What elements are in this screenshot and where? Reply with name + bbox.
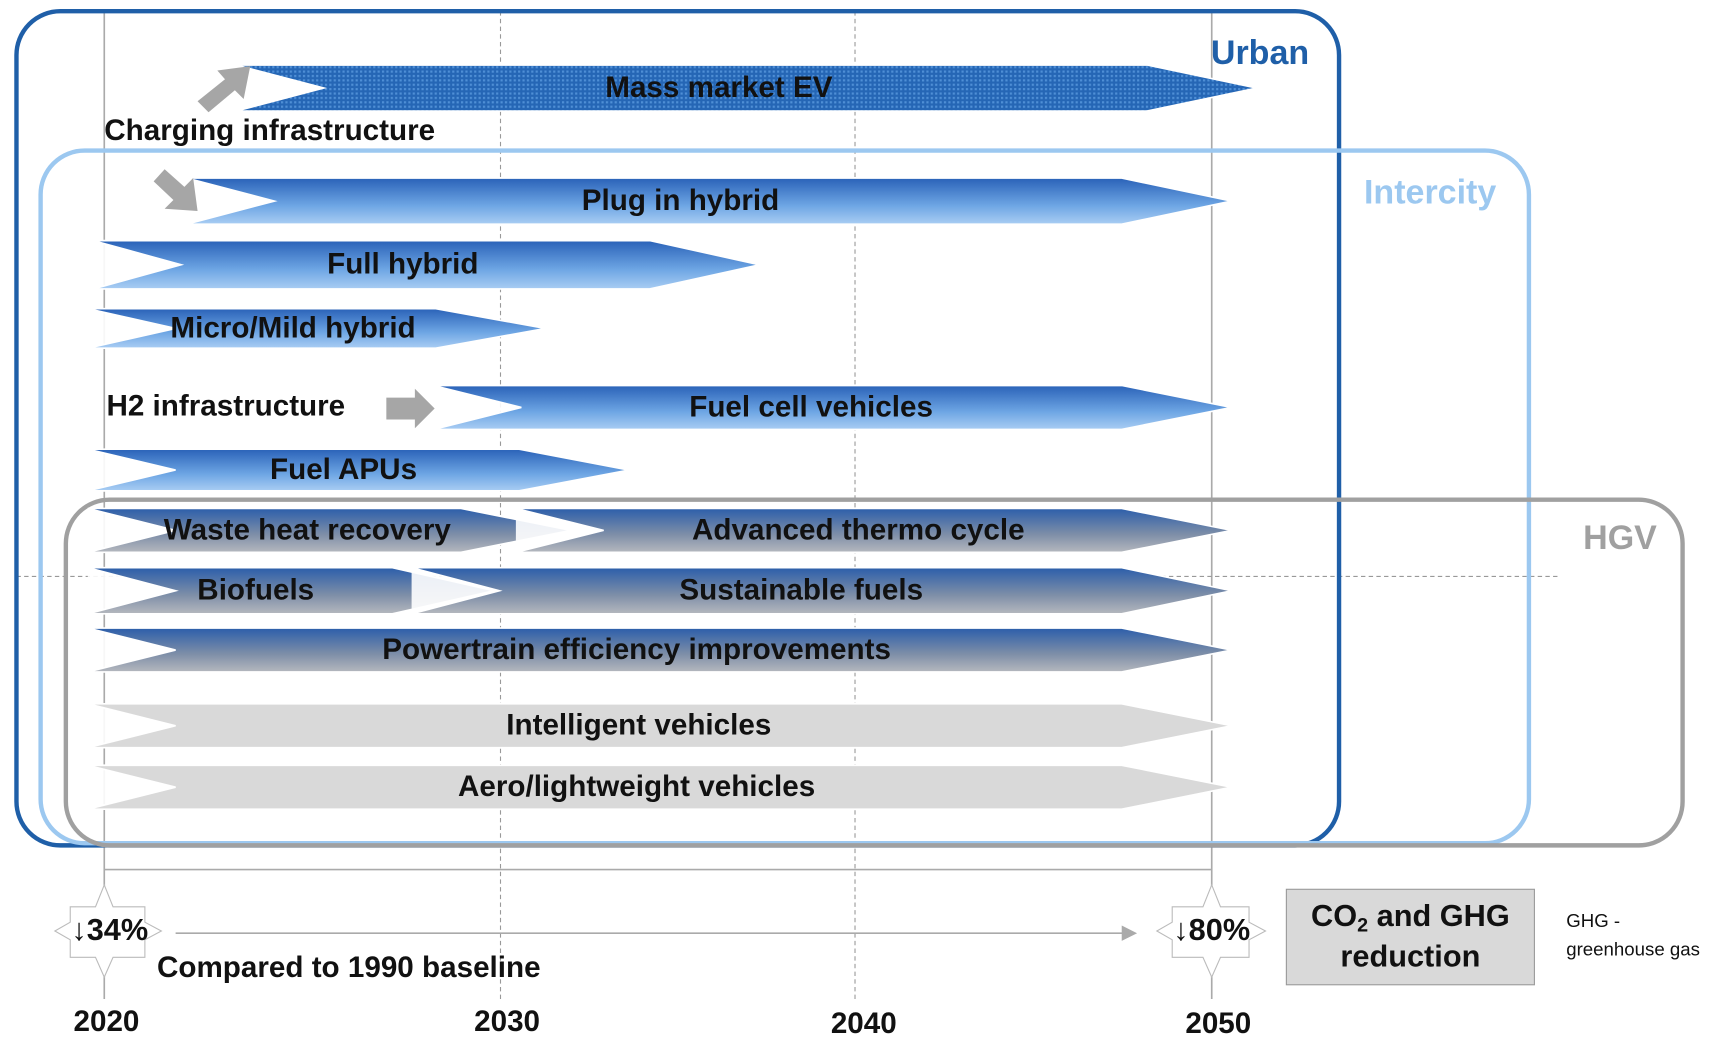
start-reduction: ↓34% <box>71 912 148 947</box>
bar-label: Full hybrid <box>327 248 478 281</box>
badges <box>53 883 1267 979</box>
bar-label: Micro/Mild hybrid <box>170 311 415 344</box>
bar-notch <box>515 508 604 553</box>
footnote: GHG - <box>1566 910 1620 931</box>
bar-notch <box>93 240 182 289</box>
bar-notch <box>235 65 324 112</box>
bar-notch <box>87 567 176 614</box>
note: H2 infrastructure <box>106 389 345 422</box>
box-line: CO2 and GHG <box>1311 898 1510 937</box>
bar-notch <box>87 508 176 553</box>
bar-label: Biofuels <box>197 574 314 607</box>
bar-notch <box>87 765 176 810</box>
group-label: Intercity <box>1364 174 1496 212</box>
bar-arrow <box>433 384 1232 431</box>
infra-arrows <box>153 66 435 429</box>
bar-label: Sustainable fuels <box>679 574 923 607</box>
bar-label: Powertrain efficiency improvements <box>382 633 891 666</box>
baseline-caption: Compared to 1990 baseline <box>157 951 541 984</box>
box-line: reduction <box>1340 939 1480 974</box>
group-label: HGV <box>1583 519 1657 557</box>
bar-label: Plug in hybrid <box>582 184 780 217</box>
group-frame <box>63 497 1685 848</box>
bar-notch <box>186 178 275 225</box>
bar-label: Waste heat recovery <box>164 513 452 546</box>
bar-notch <box>433 385 522 430</box>
grid <box>16 11 1559 1000</box>
year: 2050 <box>1185 1007 1251 1040</box>
bar-notch <box>87 449 176 491</box>
group-label: Urban <box>1211 34 1309 72</box>
bar-notch <box>87 308 176 349</box>
bar-notch <box>411 567 500 614</box>
bar-label: Intelligent vehicles <box>506 709 771 742</box>
note: Charging infrastructure <box>104 114 435 147</box>
bar-label: Advanced thermo cycle <box>692 513 1025 546</box>
reduction-box <box>1285 888 1535 986</box>
bar-arrow <box>93 239 760 290</box>
bar-label: Aero/lightweight vehicles <box>458 770 815 803</box>
bar-label: Fuel APUs <box>270 453 417 486</box>
bar-notch <box>87 703 176 748</box>
year: 2040 <box>831 1007 897 1040</box>
footnote: greenhouse gas <box>1566 939 1700 960</box>
bars: Mass market EV Plug in hybrid Full hybrid M… <box>87 64 1257 810</box>
bar-label: Fuel cell vehicles <box>689 390 933 423</box>
bar-label: Mass market EV <box>605 71 832 104</box>
end-reduction: ↓80% <box>1173 912 1250 947</box>
bar-notch <box>87 628 176 672</box>
groups: Urban Intercity HGV <box>14 9 1685 848</box>
year: 2030 <box>474 1005 540 1038</box>
year: 2020 <box>74 1005 140 1038</box>
